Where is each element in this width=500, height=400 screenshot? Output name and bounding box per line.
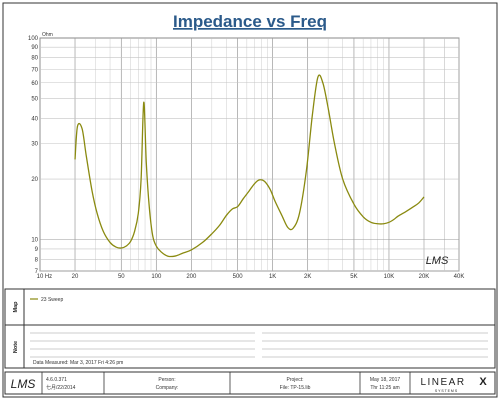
y-tick-label: 8	[35, 257, 39, 263]
x-tick-label: 50	[118, 274, 125, 280]
lms-logo: LMS	[11, 377, 36, 391]
note-section: Note Data Measured: Mar 3, 2017 Fri 4:26…	[4, 324, 496, 369]
x-tick-label: 5K	[350, 274, 357, 280]
y-axis-label: Ohm	[42, 32, 53, 38]
version-label: 4.6.0.371	[46, 377, 67, 383]
x-tick-label: 10	[37, 274, 44, 280]
impedance-curve	[74, 74, 425, 258]
note-side-label: Note	[13, 341, 19, 353]
y-tick-labels: 100 90 80 70 60 50 40 30 20 10 9 8 7	[28, 36, 39, 275]
project-label: Project:	[287, 377, 304, 383]
y-tick-label: 90	[31, 45, 38, 51]
x-tick-label: 10K	[384, 274, 395, 280]
y-tick-label: 30	[31, 141, 38, 147]
print-time: Thr 11:25 am	[370, 385, 399, 391]
print-date: May 18, 2017	[370, 377, 401, 383]
x-tick-label: 20	[72, 274, 79, 280]
y-tick-label: 50	[31, 97, 38, 103]
y-tick-label: 100	[28, 36, 39, 42]
lms-watermark: LMS	[426, 255, 449, 267]
y-tick-label: 60	[31, 81, 38, 87]
plot-area	[39, 37, 460, 272]
map-section: Map 23 Sweep	[4, 288, 496, 326]
x-tick-label: 40K	[454, 274, 465, 280]
file-label: File: TP-15.lib	[280, 385, 311, 391]
footer-box	[4, 371, 496, 395]
brand-name: LINEAR	[420, 377, 465, 388]
company-label: Company:	[156, 385, 179, 391]
x-tick-label: 100	[151, 274, 162, 280]
person-label: Person:	[158, 377, 175, 383]
y-tick-label: 10	[31, 238, 38, 244]
note-box	[4, 324, 496, 369]
y-tick-label: 20	[31, 177, 38, 183]
date-measured: Data Measured: Mar 3, 2017 Fri 4:26 pm	[33, 360, 123, 366]
legend-entry: 23 Sweep	[41, 297, 63, 303]
plot-grid	[39, 37, 460, 272]
y-tick-label: 9	[35, 247, 39, 253]
footer: LMS 4.6.0.371 七月/22/2014 Person: Company…	[4, 371, 496, 395]
y-tick-label: 40	[31, 116, 38, 122]
series-curves	[74, 74, 425, 258]
x-tick-label: 2K	[304, 274, 311, 280]
chart-title: Impedance vs Freq	[173, 12, 327, 31]
x-tick-label: 20K	[419, 274, 430, 280]
install-date: 七月/22/2014	[46, 384, 76, 391]
brand-x: X	[479, 376, 487, 388]
brand-subtitle: S Y S T E M S	[435, 389, 458, 393]
y-tick-label: 7	[35, 269, 39, 275]
x-tick-label: 500	[233, 274, 244, 280]
y-tick-label: 70	[31, 67, 38, 73]
x-tick-label: 200	[186, 274, 197, 280]
map-box	[4, 288, 496, 326]
x-tick-label: 1K	[269, 274, 276, 280]
x-tick-labels: 10 Hz 20 50 100 200 500 1K 2K 5K 10K 20K 40K	[37, 274, 465, 280]
y-tick-label: 80	[31, 56, 38, 62]
map-side-label: Map	[13, 301, 19, 313]
x-tick-label: Hz	[45, 274, 52, 280]
